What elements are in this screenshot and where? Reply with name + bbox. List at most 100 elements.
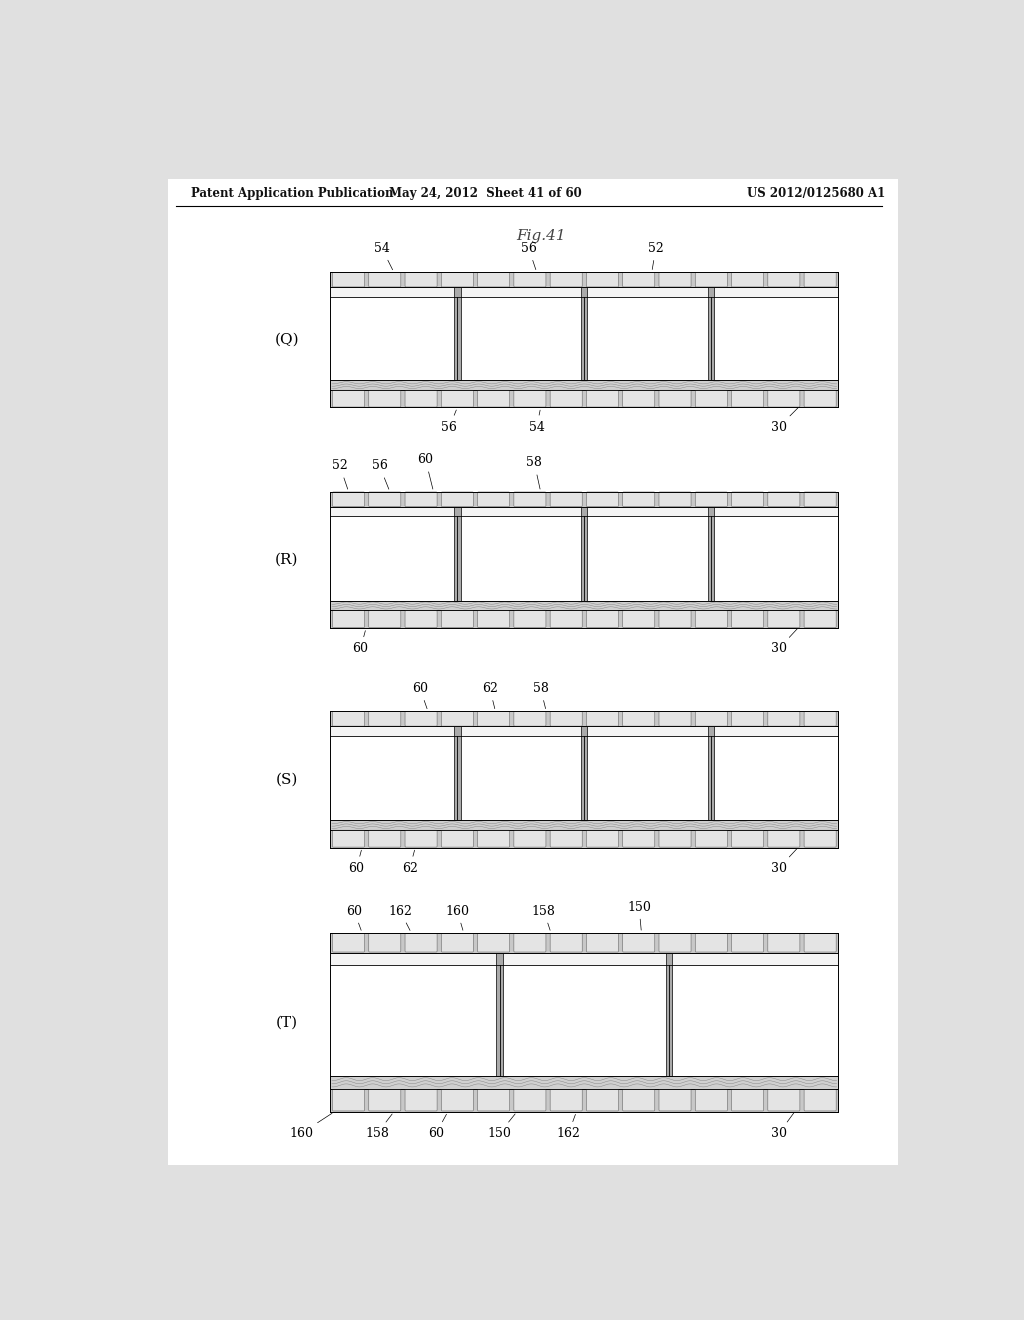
FancyBboxPatch shape: [477, 830, 510, 847]
Bar: [331, 933, 839, 953]
FancyBboxPatch shape: [623, 830, 654, 847]
Text: (Q): (Q): [274, 333, 299, 347]
Bar: [331, 830, 839, 847]
Text: (R): (R): [275, 553, 298, 566]
FancyBboxPatch shape: [369, 830, 400, 847]
Text: 162: 162: [388, 904, 412, 931]
FancyBboxPatch shape: [441, 391, 473, 407]
Text: (T): (T): [275, 1015, 298, 1030]
FancyBboxPatch shape: [441, 711, 473, 726]
FancyBboxPatch shape: [731, 933, 764, 952]
FancyBboxPatch shape: [768, 492, 800, 507]
Text: 60: 60: [348, 850, 365, 875]
Bar: [331, 735, 839, 820]
FancyBboxPatch shape: [441, 611, 473, 627]
FancyBboxPatch shape: [587, 272, 618, 286]
FancyBboxPatch shape: [623, 711, 654, 726]
FancyBboxPatch shape: [369, 933, 400, 952]
FancyBboxPatch shape: [406, 1089, 437, 1111]
Bar: [331, 820, 839, 830]
FancyBboxPatch shape: [731, 391, 764, 407]
FancyBboxPatch shape: [623, 933, 654, 952]
FancyBboxPatch shape: [768, 611, 800, 627]
FancyBboxPatch shape: [768, 1089, 800, 1111]
Text: 62: 62: [482, 682, 498, 709]
FancyBboxPatch shape: [406, 391, 437, 407]
Text: May 24, 2012  Sheet 41 of 60: May 24, 2012 Sheet 41 of 60: [389, 187, 582, 201]
FancyBboxPatch shape: [333, 711, 365, 726]
FancyBboxPatch shape: [659, 391, 691, 407]
FancyBboxPatch shape: [550, 492, 583, 507]
FancyBboxPatch shape: [804, 391, 837, 407]
Text: 60: 60: [418, 453, 433, 490]
FancyBboxPatch shape: [406, 933, 437, 952]
FancyBboxPatch shape: [441, 492, 473, 507]
FancyBboxPatch shape: [514, 391, 546, 407]
FancyBboxPatch shape: [731, 830, 764, 847]
FancyBboxPatch shape: [623, 272, 654, 286]
FancyBboxPatch shape: [441, 933, 473, 952]
FancyBboxPatch shape: [550, 391, 583, 407]
Bar: [331, 272, 839, 408]
Bar: [331, 389, 839, 408]
FancyBboxPatch shape: [477, 492, 510, 507]
FancyBboxPatch shape: [333, 933, 365, 952]
Text: 162: 162: [556, 1114, 581, 1140]
FancyBboxPatch shape: [587, 711, 618, 726]
FancyBboxPatch shape: [623, 492, 654, 507]
FancyBboxPatch shape: [369, 272, 400, 286]
Text: 30: 30: [771, 401, 805, 434]
Text: 58: 58: [532, 682, 549, 709]
FancyBboxPatch shape: [804, 830, 837, 847]
Bar: [709, 507, 715, 601]
FancyBboxPatch shape: [514, 492, 546, 507]
FancyBboxPatch shape: [514, 1089, 546, 1111]
FancyBboxPatch shape: [623, 1089, 654, 1111]
FancyBboxPatch shape: [731, 272, 764, 286]
Bar: [455, 726, 461, 820]
FancyBboxPatch shape: [477, 611, 510, 627]
FancyBboxPatch shape: [477, 1089, 510, 1111]
Bar: [331, 717, 839, 726]
Bar: [582, 507, 588, 601]
Bar: [455, 288, 461, 380]
FancyBboxPatch shape: [514, 611, 546, 627]
FancyBboxPatch shape: [695, 391, 727, 407]
FancyBboxPatch shape: [695, 830, 727, 847]
FancyBboxPatch shape: [659, 611, 691, 627]
FancyBboxPatch shape: [768, 272, 800, 286]
Text: 60: 60: [346, 904, 362, 931]
FancyBboxPatch shape: [695, 933, 727, 952]
Bar: [331, 492, 839, 507]
FancyBboxPatch shape: [369, 391, 400, 407]
FancyBboxPatch shape: [477, 711, 510, 726]
FancyBboxPatch shape: [514, 711, 546, 726]
FancyBboxPatch shape: [441, 1089, 473, 1111]
FancyBboxPatch shape: [550, 611, 583, 627]
Bar: [666, 953, 672, 1076]
Text: 160: 160: [289, 1113, 332, 1140]
Text: 56: 56: [372, 459, 389, 490]
Text: 30: 30: [771, 1098, 805, 1140]
FancyBboxPatch shape: [623, 391, 654, 407]
FancyBboxPatch shape: [804, 272, 837, 286]
FancyBboxPatch shape: [514, 830, 546, 847]
Text: 54: 54: [528, 411, 545, 434]
Text: 150: 150: [627, 900, 651, 931]
FancyBboxPatch shape: [731, 1089, 764, 1111]
Bar: [331, 601, 839, 610]
FancyBboxPatch shape: [804, 711, 837, 726]
Text: 56: 56: [441, 411, 458, 434]
FancyBboxPatch shape: [623, 611, 654, 627]
Bar: [582, 726, 588, 820]
FancyBboxPatch shape: [406, 611, 437, 627]
Bar: [331, 492, 839, 628]
FancyBboxPatch shape: [477, 933, 510, 952]
FancyBboxPatch shape: [804, 1089, 837, 1111]
FancyBboxPatch shape: [587, 933, 618, 952]
FancyBboxPatch shape: [587, 830, 618, 847]
FancyBboxPatch shape: [731, 611, 764, 627]
Text: (S): (S): [275, 772, 298, 787]
FancyBboxPatch shape: [695, 272, 727, 286]
FancyBboxPatch shape: [369, 711, 400, 726]
